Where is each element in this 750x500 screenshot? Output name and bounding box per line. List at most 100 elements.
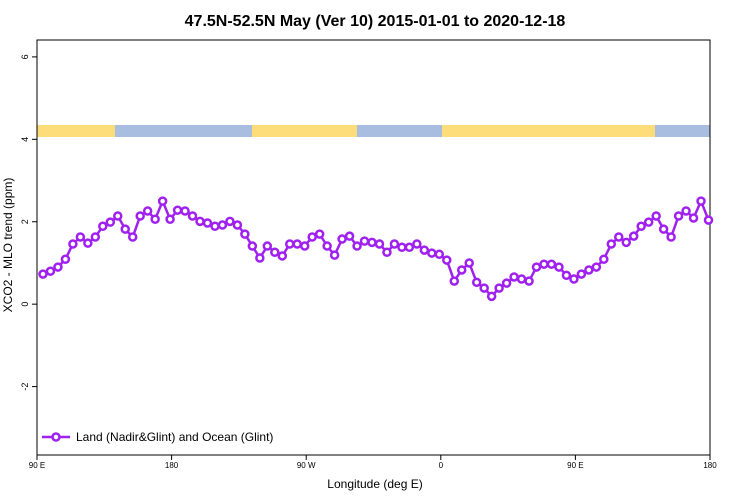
data-point (38, 269, 48, 279)
data-point (464, 258, 474, 268)
data-point (688, 213, 699, 223)
data-point (45, 266, 56, 276)
x-tick-label: 0 (439, 461, 444, 470)
y-tick-label: 6 (20, 54, 30, 59)
data-point (509, 272, 519, 282)
data-point (479, 283, 489, 293)
y-tick-label: 2 (20, 219, 30, 224)
data-point (636, 221, 646, 232)
data-point (434, 249, 445, 260)
data-point (359, 236, 370, 246)
x-tick-label: 180 (165, 461, 179, 470)
data-point (449, 276, 460, 286)
data-point (322, 241, 332, 251)
data-point (427, 248, 437, 258)
data-point (419, 245, 430, 255)
data-point (404, 242, 415, 253)
data-point (270, 247, 280, 257)
data-point (247, 241, 258, 251)
plot-frame (36, 39, 711, 456)
data-point (127, 232, 138, 242)
data-point (584, 265, 594, 275)
ocean-band (357, 125, 442, 137)
data-point (210, 221, 220, 232)
data-point (240, 229, 250, 239)
data-point (105, 217, 116, 227)
data-point (344, 231, 355, 241)
data-point (150, 214, 160, 225)
y-tick-label: 4 (20, 137, 30, 142)
y-tick-label: 0 (20, 302, 30, 307)
ocean-band (115, 125, 252, 137)
land-ocean-mask (37, 125, 710, 137)
data-point (703, 215, 714, 225)
data-point (524, 276, 534, 286)
ocean-band (655, 125, 710, 137)
land-band (37, 125, 115, 137)
data-point (60, 254, 71, 264)
data-point (180, 206, 190, 216)
legend-label: Land (Nadir&Glint) and Ocean (Glint) (76, 430, 273, 444)
data-point (113, 211, 123, 221)
data-point (307, 232, 317, 242)
data-point (591, 262, 602, 272)
data-point (606, 239, 617, 249)
data-point (187, 211, 198, 221)
data-point (442, 255, 452, 265)
data-point (389, 239, 400, 249)
data-point (142, 206, 153, 216)
data-point (255, 253, 265, 263)
data-point (471, 277, 482, 288)
legend-marker (51, 432, 61, 442)
land-band (442, 125, 655, 137)
data-point (658, 224, 669, 234)
data-point (576, 269, 587, 279)
data-point (165, 214, 175, 225)
data-point (561, 270, 572, 281)
data-point (277, 251, 288, 261)
land-band (252, 125, 357, 137)
data-point (486, 291, 497, 302)
data-point (382, 247, 392, 257)
data-point (120, 224, 130, 234)
data-point (374, 239, 385, 249)
data-point (172, 205, 183, 215)
x-axis-label: Longitude (deg E) (327, 477, 422, 491)
data-point (217, 220, 228, 230)
data-point (546, 259, 557, 269)
y-tick-label: -2 (20, 383, 30, 391)
data-point (68, 239, 78, 249)
chart-title: 47.5N-52.5N May (Ver 10) 2015-01-01 to 2… (185, 13, 566, 30)
x-tick-label: 90 E (29, 461, 45, 470)
y-axis-label: XCO2 - MLO trend (ppm) (1, 178, 15, 313)
x-tick-label: 90 W (297, 461, 316, 470)
x-tick-label: 90 E (567, 461, 583, 470)
data-point (314, 229, 325, 239)
data-point (202, 218, 213, 228)
data-point (299, 241, 310, 251)
data-point (75, 232, 86, 242)
data-point (83, 238, 93, 248)
data-point (628, 231, 639, 241)
data-point (554, 262, 564, 272)
data-point (412, 239, 422, 249)
data-point (337, 234, 347, 244)
data-point (569, 274, 579, 284)
data-point (98, 221, 108, 232)
data-point (232, 220, 243, 230)
x-tick-label: 180 (703, 461, 717, 470)
data-point (599, 254, 609, 264)
data-point (397, 242, 407, 253)
data-point (614, 232, 624, 242)
data-point (195, 216, 205, 227)
data-point (621, 237, 631, 248)
data-point (456, 265, 467, 275)
data-point (494, 283, 504, 293)
data-point (651, 211, 661, 221)
data-point (53, 262, 63, 272)
data-point (90, 232, 101, 242)
data-point (516, 274, 527, 284)
data-point (531, 262, 542, 272)
data-point (225, 216, 235, 227)
